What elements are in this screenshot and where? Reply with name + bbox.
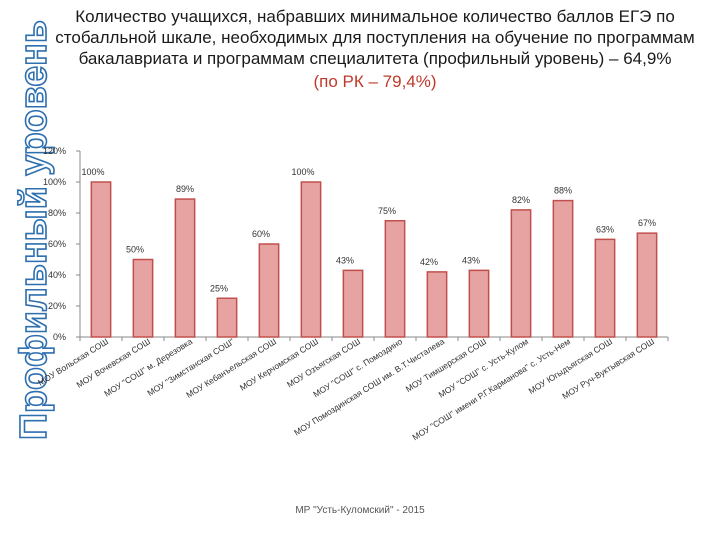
bar [342,269,364,338]
y-tick-label: 40% [48,270,66,280]
category-label: МОУ Вольская СОШ [36,336,110,388]
category-label: МОУ "СОШ" имени Р.Г.Карманова" с. Усть-Н… [410,336,572,442]
title-line-1: Количество учащихся, набравших минимальн… [75,7,675,26]
bar [300,181,322,338]
data-label: 63% [596,224,614,234]
bar [426,271,448,338]
bar [258,243,280,338]
data-label: 100% [81,167,104,177]
bar [132,258,154,338]
bar [174,198,196,338]
data-label: 75% [378,206,396,216]
bar [468,269,490,338]
side-label-svg: Профильный уровень [12,19,56,441]
y-tick-label: 100% [43,177,66,187]
y-tick-label: 60% [48,239,66,249]
data-label: 50% [126,245,144,255]
side-label-text: Профильный уровень [13,20,55,440]
chart-title: Количество учащихся, набравших минимальн… [40,6,710,92]
category-label: МОУ Озъягская СОШ [285,336,362,389]
category-label: МОУ Помоздинская СОШ им. В.Т.Чисталева [292,336,446,437]
data-label: 43% [462,255,480,265]
title-line-3: бакалавриата и программам специалитета (… [78,49,672,68]
y-tick-label: 0% [53,332,66,342]
data-label: 82% [512,195,530,205]
bar [384,220,406,338]
footer-text: МР "Усть-Куломский" - 2015 [295,505,425,516]
bar [510,209,532,338]
bar [216,297,238,338]
data-label: 60% [252,229,270,239]
data-label: 25% [210,283,228,293]
data-label: 100% [291,167,314,177]
data-label: 42% [420,257,438,267]
data-label: 67% [638,218,656,228]
bar [90,181,112,338]
title-line-2: стобалльной шкале, необходимых для посту… [55,28,695,47]
y-tick-label: 120% [43,146,66,156]
chart-subtitle: (по РК – 79,4%) [313,72,437,91]
y-tick-label: 80% [48,208,66,218]
side-label: Профильный уровень [0,0,60,470]
data-label: 88% [554,186,572,196]
bar [552,199,574,338]
data-label: 89% [176,184,194,194]
bar [594,238,616,338]
y-tick-label: 20% [48,301,66,311]
data-label: 43% [336,255,354,265]
bar [636,232,658,338]
category-label: МОУ Керчомская СОШ [238,336,320,393]
category-label: МОУ Вочевская СОШ [74,336,152,390]
